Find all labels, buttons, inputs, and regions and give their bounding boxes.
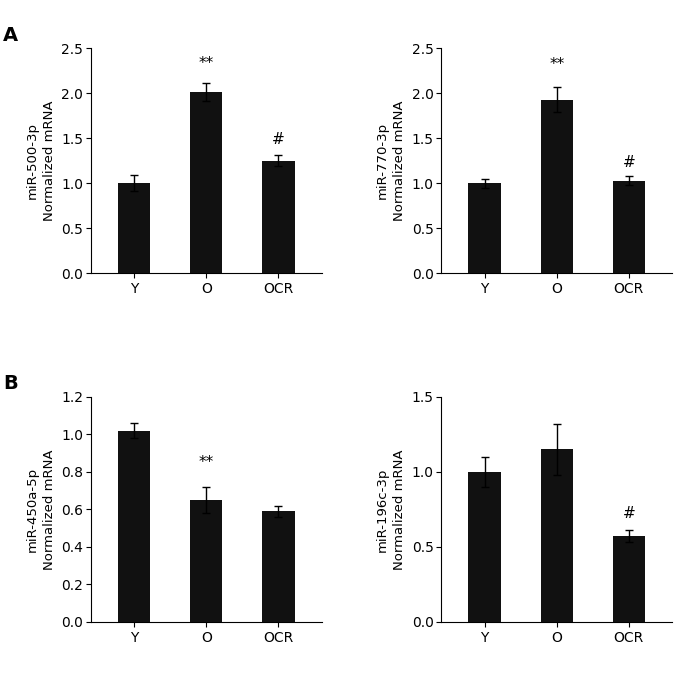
Text: **: ** — [199, 455, 214, 470]
Y-axis label: miR-500-3p
Normalized mRNA: miR-500-3p Normalized mRNA — [26, 101, 56, 221]
Text: B: B — [4, 375, 18, 393]
Bar — [118, 183, 150, 273]
Text: #: # — [272, 133, 285, 147]
Bar — [262, 511, 295, 622]
Bar — [468, 472, 501, 622]
Bar — [190, 91, 223, 273]
Y-axis label: miR-196c-3p
Normalized mRNA: miR-196c-3p Normalized mRNA — [377, 449, 406, 569]
Bar — [118, 430, 150, 622]
Text: A: A — [4, 26, 18, 45]
Text: **: ** — [199, 56, 214, 71]
Text: #: # — [622, 507, 635, 522]
Bar — [540, 100, 573, 273]
Bar — [612, 180, 645, 273]
Text: #: # — [622, 155, 635, 170]
Bar — [262, 161, 295, 273]
Y-axis label: miR-450a-5p
Normalized mRNA: miR-450a-5p Normalized mRNA — [26, 449, 56, 569]
Y-axis label: miR-770-3p
Normalized mRNA: miR-770-3p Normalized mRNA — [377, 101, 406, 221]
Bar — [190, 500, 223, 622]
Text: **: ** — [549, 57, 564, 72]
Bar — [540, 449, 573, 622]
Bar — [468, 183, 501, 273]
Bar — [612, 536, 645, 622]
